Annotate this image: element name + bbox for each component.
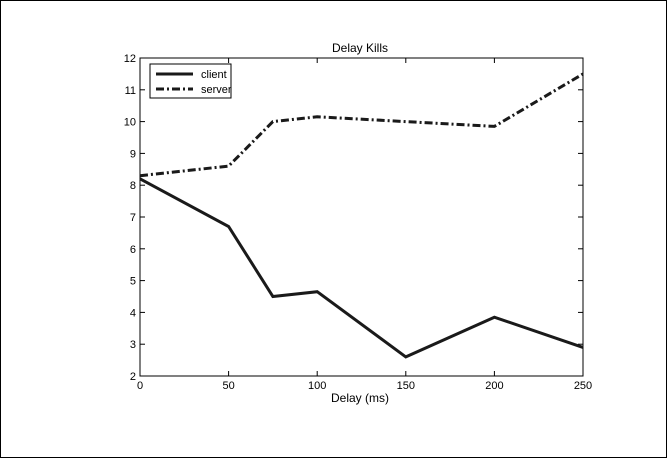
chart-title: Delay Kills — [332, 41, 388, 55]
y-axis: 2 3 4 5 6 7 8 9 10 11 12 — [124, 53, 583, 383]
x-tick-label: 150 — [397, 380, 415, 392]
x-tick-label: 0 — [137, 380, 143, 392]
y-tick-label: 5 — [130, 276, 136, 288]
legend-label-client: client — [201, 69, 227, 81]
y-tick-label: 4 — [130, 307, 136, 319]
y-tick-label: 6 — [130, 244, 136, 256]
y-tick-label: 2 — [130, 371, 136, 383]
series-layer — [139, 72, 584, 359]
y-tick-label: 11 — [125, 85, 136, 97]
legend: client server — [149, 63, 232, 99]
y-tick-label: 9 — [130, 148, 136, 160]
y-tick-label: 3 — [130, 339, 136, 351]
x-tick-label: 50 — [222, 380, 234, 392]
legend-label-server: server — [201, 84, 232, 96]
x-axis-label: Delay (ms) — [331, 391, 389, 405]
y-tick-label: 10 — [124, 117, 136, 129]
series-line-server — [139, 72, 584, 178]
x-tick-label: 100 — [308, 380, 326, 392]
y-tick-label: 8 — [130, 180, 136, 192]
series-line-client — [139, 177, 584, 359]
x-axis: 0 50 100 150 200 250 — [137, 58, 592, 392]
legend-box — [149, 63, 232, 99]
x-tick-label: 250 — [574, 380, 592, 392]
x-tick-label: 200 — [485, 380, 503, 392]
y-tick-label: 12 — [124, 53, 136, 65]
y-tick-label: 7 — [130, 212, 136, 224]
plot-area — [139, 57, 584, 377]
